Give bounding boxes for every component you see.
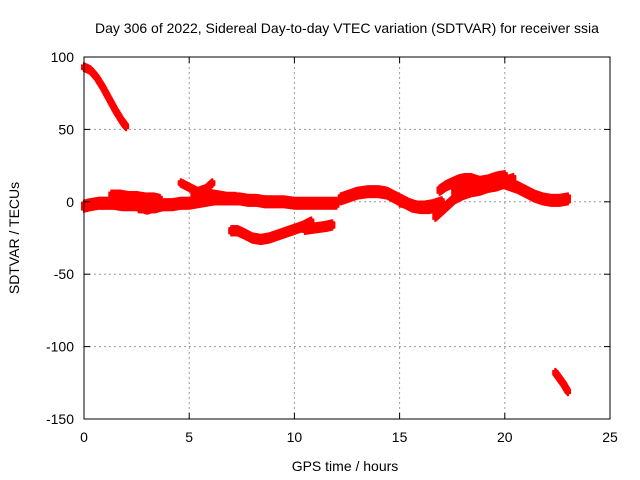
grid-layer xyxy=(84,57,610,419)
data-series xyxy=(108,189,163,207)
data-series xyxy=(81,62,130,132)
data-layer xyxy=(81,62,571,397)
